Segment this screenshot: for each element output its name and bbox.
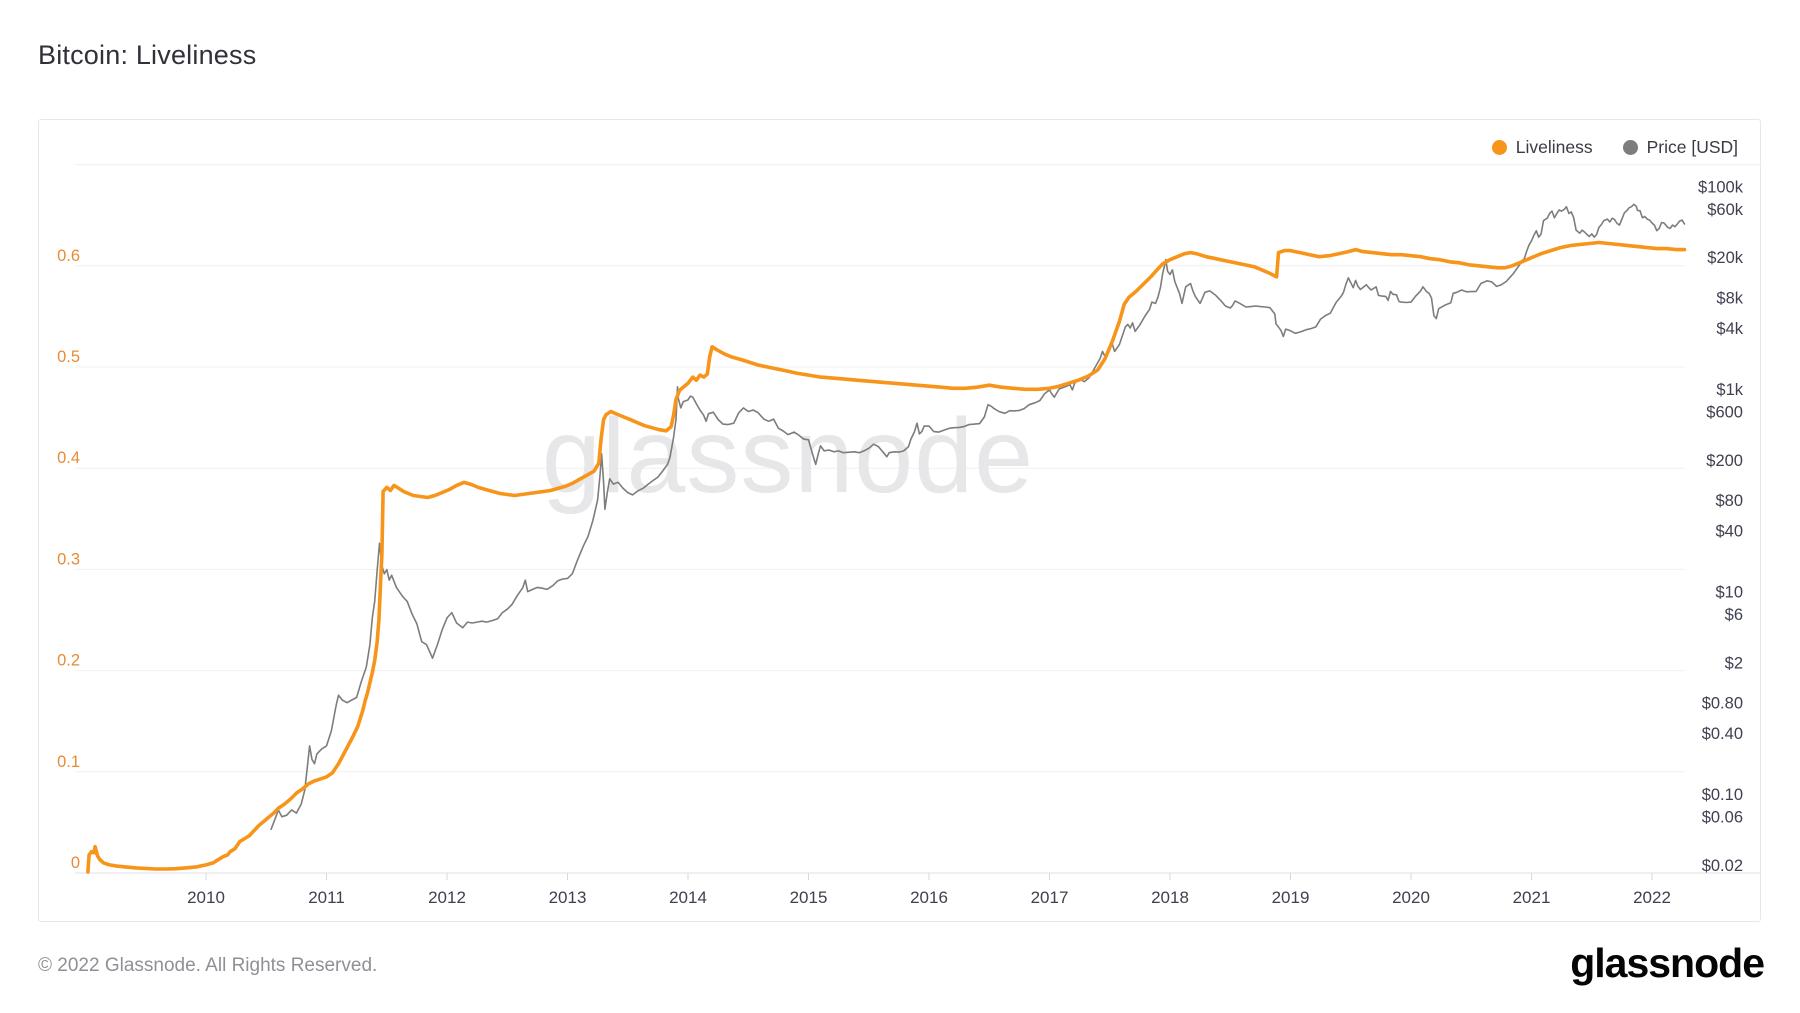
x-axis-year-label: 2016 <box>910 888 948 907</box>
left-axis-tick-label: 0.5 <box>57 348 80 366</box>
copyright-text: © 2022 Glassnode. All Rights Reserved. <box>38 955 378 976</box>
series-line-liveliness[interactable] <box>86 240 1687 874</box>
x-axis-year-label: 2012 <box>428 888 466 907</box>
right-axis-tick-label: $2 <box>1725 654 1743 672</box>
right-axis-tick-label: $60k <box>1707 201 1744 219</box>
x-axis-year-label: 2022 <box>1633 888 1671 907</box>
x-axis-year-label: 2015 <box>790 888 828 907</box>
legend-item-liveliness[interactable]: Liveliness <box>1491 137 1593 158</box>
right-axis-tick-label: $0.40 <box>1702 725 1743 743</box>
right-axis-tick-label: $0.06 <box>1702 809 1743 827</box>
liveliness-legend-dot <box>1491 140 1507 155</box>
left-axis-tick-label: 0 <box>71 854 80 872</box>
right-axis-tick-label: $10 <box>1715 584 1743 602</box>
left-axis-tick-label: 0.2 <box>57 652 80 670</box>
right-axis-tick-label: $40 <box>1715 523 1743 541</box>
right-axis-tick-label: $0.80 <box>1702 695 1743 713</box>
page-title: Bitcoin: Liveliness <box>38 40 257 70</box>
left-axis-tick-label: 0.1 <box>57 753 80 771</box>
glassnode-logo: glassnode <box>1570 940 1765 986</box>
x-axis-year-label: 2017 <box>1031 888 1069 907</box>
x-axis-year-label: 2011 <box>308 888 345 907</box>
liveliness-legend-label: Liveliness <box>1515 137 1593 157</box>
right-axis-tick-label: $8k <box>1716 290 1743 308</box>
legend-item-price[interactable]: Price [USD] <box>1622 137 1738 158</box>
right-axis-tick-label: $4k <box>1716 320 1743 338</box>
chart-card <box>38 119 1761 922</box>
x-axis-year-label: 2010 <box>187 888 225 907</box>
left-axis-tick-label: 0.4 <box>57 449 80 467</box>
right-axis-tick-label: $0.10 <box>1702 786 1743 804</box>
price-legend-dot <box>1622 140 1638 155</box>
right-axis-tick-label: $0.02 <box>1702 857 1743 875</box>
chart-legend: Liveliness Price [USD] <box>1491 137 1738 158</box>
right-axis-tick-label: $1k <box>1716 381 1743 399</box>
right-axis-tick-label: $100k <box>1698 178 1744 196</box>
price-legend-label: Price [USD] <box>1646 137 1738 157</box>
left-axis-tick-label: 0.3 <box>57 550 80 568</box>
right-axis-tick-label: $20k <box>1707 249 1744 267</box>
series-line-price-usd-[interactable] <box>270 203 1686 831</box>
right-axis-tick-label: $600 <box>1706 404 1743 422</box>
left-axis-tick-label: 0.6 <box>57 247 80 265</box>
x-axis-year-label: 2019 <box>1272 888 1310 907</box>
x-axis-year-label: 2018 <box>1151 888 1189 907</box>
x-axis-year-label: 2014 <box>669 888 707 907</box>
x-axis-year-label: 2013 <box>549 888 587 907</box>
x-axis-year-label: 2020 <box>1392 888 1430 907</box>
right-axis-tick-label: $6 <box>1725 606 1743 624</box>
right-axis-tick-label: $200 <box>1706 452 1743 470</box>
x-axis-year-label: 2021 <box>1513 888 1551 907</box>
right-axis-tick-label: $80 <box>1715 492 1743 510</box>
